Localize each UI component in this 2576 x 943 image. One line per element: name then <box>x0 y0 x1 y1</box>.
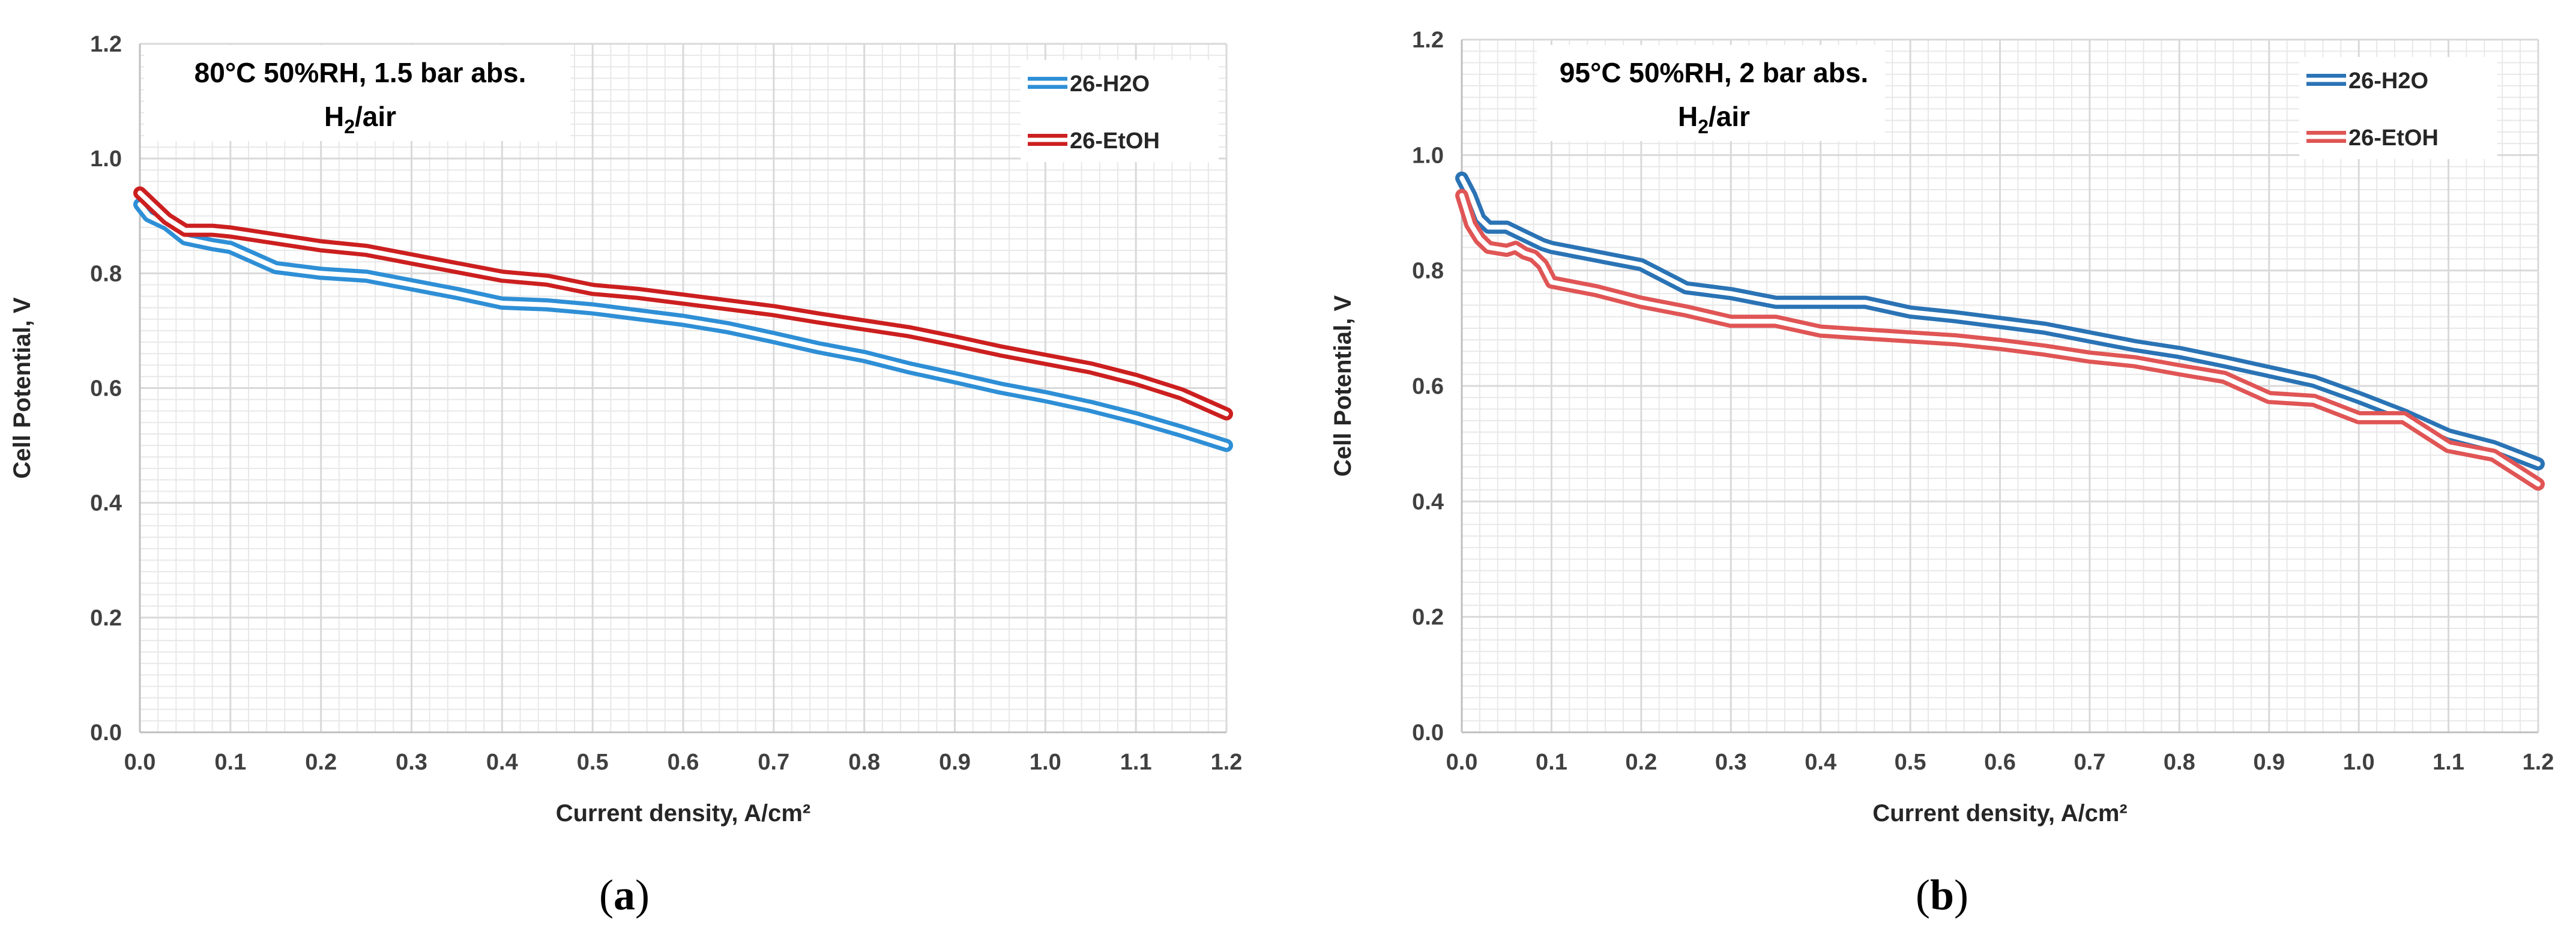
x-tick-label: 0.9 <box>2253 750 2285 775</box>
x-tick-label: 0.1 <box>214 750 246 775</box>
series-line-core-26-H2O <box>137 202 1229 448</box>
x-axis-title: Current density, A/cm² <box>1872 800 2128 827</box>
x-tick-label: 0.9 <box>939 750 971 775</box>
x-tick-label: 0.0 <box>1446 750 1478 775</box>
x-tick-label: 0.8 <box>848 750 880 775</box>
panel-caption: (b) <box>1916 871 1968 919</box>
annotation-line-2: H2/air <box>324 101 396 137</box>
x-tick-label: 0.6 <box>668 750 699 775</box>
y-tick-label: 0.6 <box>90 376 122 402</box>
y-axis-title: Cell Potential, V <box>1330 295 1356 477</box>
caption-paren-open: ( <box>599 871 614 919</box>
annotation-subscript: 2 <box>344 116 355 137</box>
x-tick-label: 0.1 <box>1536 750 1567 775</box>
y-tick-label: 0.6 <box>1412 374 1444 399</box>
legend-label-26-H2O: 26-H2O <box>2348 68 2428 94</box>
y-tick-label: 1.2 <box>90 32 122 57</box>
x-tick-label: 1.1 <box>2433 750 2464 775</box>
x-tick-label: 1.2 <box>1211 750 1243 775</box>
y-tick-label: 0.4 <box>1412 489 1444 514</box>
x-tick-label: 0.2 <box>305 750 337 775</box>
y-tick-label: 0.0 <box>1412 720 1444 746</box>
legend-label-26-EtOH: 26-EtOH <box>1070 128 1160 154</box>
annotation-rest: /air <box>1709 101 1750 132</box>
y-tick-label: 0.4 <box>90 491 122 516</box>
x-tick-label: 0.6 <box>1984 750 2016 775</box>
caption-paren-close: ) <box>635 871 650 919</box>
annotation-line-2: H2/air <box>1678 101 1750 137</box>
y-tick-label: 0.8 <box>1412 259 1444 284</box>
legend-label-26-H2O: 26-H2O <box>1070 71 1150 97</box>
x-tick-label: 1.2 <box>2523 750 2554 775</box>
x-tick-label: 0.8 <box>2164 750 2195 775</box>
x-tick-label: 0.3 <box>396 750 427 775</box>
series-line-core-26-EtOH <box>1459 193 2541 487</box>
x-tick-label: 0.3 <box>1715 750 1747 775</box>
x-tick-label: 0.0 <box>124 750 156 775</box>
series-line-core-26-H2O <box>1459 175 2541 466</box>
series-line-core-26-EtOH <box>137 190 1229 417</box>
annotation-h: H <box>324 101 344 132</box>
panel-caption: (a) <box>599 871 650 919</box>
annotation-line-1: 95°C 50%RH, 2 bar abs. <box>1560 57 1868 88</box>
annotation-h: H <box>1678 101 1698 132</box>
annotation-subscript: 2 <box>1698 116 1709 137</box>
x-tick-label: 0.7 <box>2074 750 2106 775</box>
y-tick-label: 0.0 <box>90 720 122 746</box>
x-tick-label: 0.4 <box>486 750 518 775</box>
y-tick-label: 0.8 <box>90 261 122 286</box>
x-tick-label: 1.0 <box>2343 750 2375 775</box>
x-axis-title: Current density, A/cm² <box>556 800 811 827</box>
y-axis-title: Cell Potential, V <box>9 297 35 479</box>
caption-letter: b <box>1930 871 1954 919</box>
y-tick-label: 1.0 <box>90 146 122 172</box>
caption-paren-close: ) <box>1954 871 1968 919</box>
x-tick-label: 0.5 <box>577 750 609 775</box>
x-tick-label: 0.4 <box>1805 750 1836 775</box>
x-tick-label: 1.1 <box>1120 750 1152 775</box>
legend-label-26-EtOH: 26-EtOH <box>2348 125 2439 151</box>
chart-panel-b: 0.0 0.1 0.2 0.3 0.4 0.5 0.6 0.7 0.8 0.9 1.0 1.1 1.2 0… <box>1330 28 2554 919</box>
annotation-rest: /air <box>355 101 396 132</box>
x-tick-label: 0.5 <box>1895 750 1926 775</box>
annotation-box <box>1537 45 1885 141</box>
y-tick-label: 0.2 <box>1412 605 1444 630</box>
caption-letter: a <box>614 871 635 919</box>
y-tick-label: 1.0 <box>1412 143 1444 168</box>
caption-paren-open: ( <box>1916 871 1930 919</box>
x-tick-label: 0.2 <box>1625 750 1657 775</box>
x-tick-label: 1.0 <box>1030 750 1061 775</box>
annotation-box <box>144 45 570 141</box>
annotation-line-1: 80°C 50%RH, 1.5 bar abs. <box>195 57 526 88</box>
chart-panel-a: 0.0 0.1 0.2 0.3 0.4 0.5 0.6 0.7 0.8 0.9 1.0 1.1 1.2 0… <box>9 32 1242 919</box>
y-tick-label: 0.2 <box>90 606 122 631</box>
x-tick-label: 0.7 <box>758 750 789 775</box>
y-tick-label: 1.2 <box>1412 28 1444 53</box>
